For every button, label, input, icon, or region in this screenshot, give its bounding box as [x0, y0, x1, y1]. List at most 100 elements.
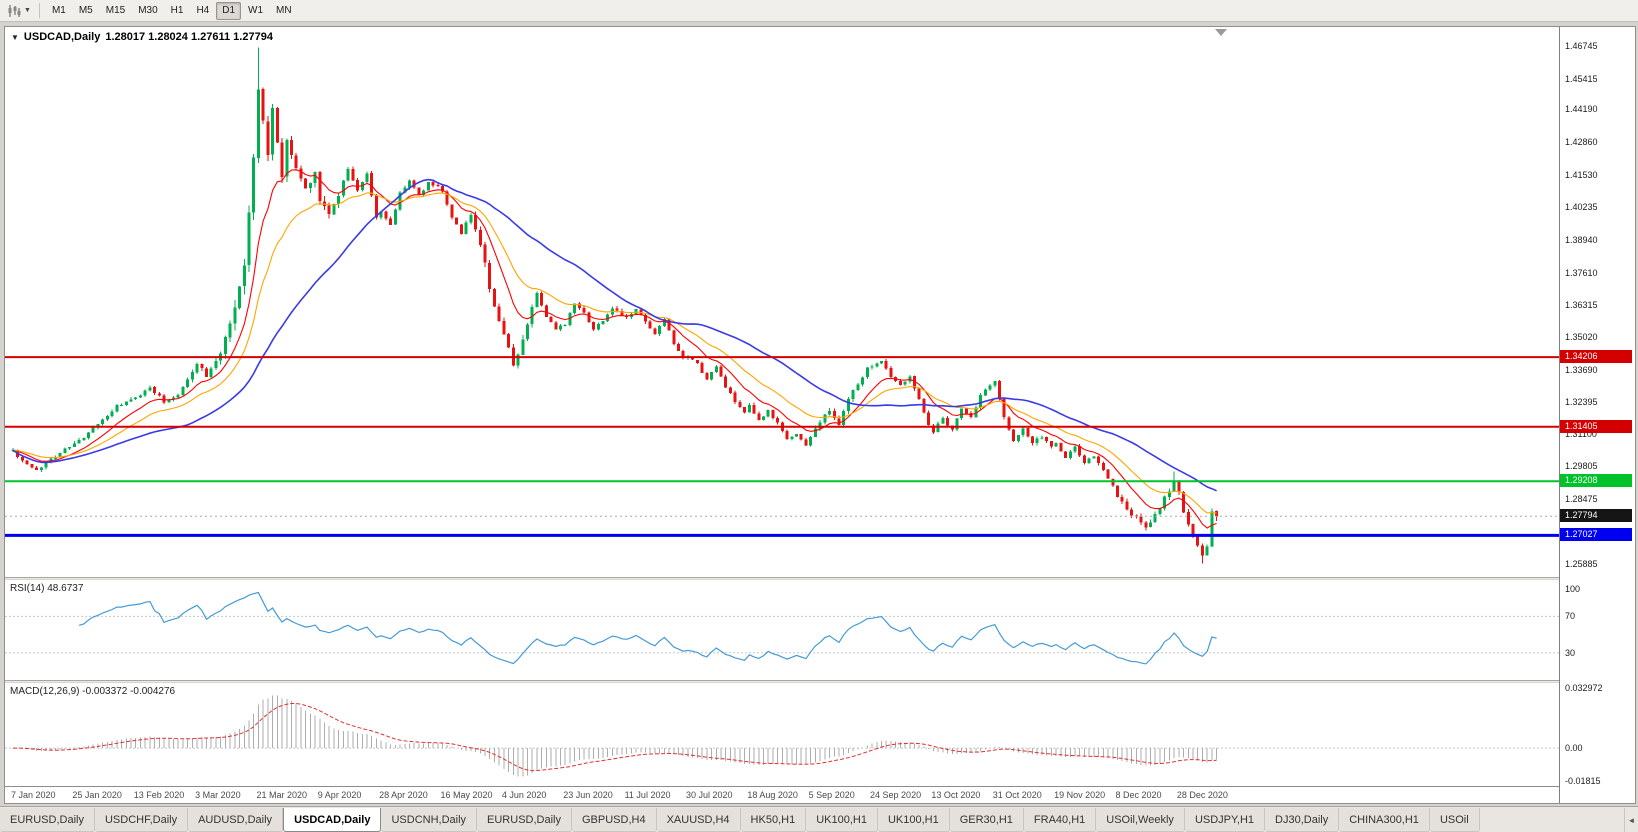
date-label: 16 May 2020 — [440, 790, 493, 800]
chart-tab-eurusd-daily[interactable]: EURUSD,Daily — [477, 808, 572, 832]
chart-tab-audusd-daily[interactable]: AUDUSD,Daily — [188, 808, 284, 832]
chart-tab-fra40-h1[interactable]: FRA40,H1 — [1023, 808, 1097, 832]
chart-tab-hk50-h1[interactable]: HK50,H1 — [740, 808, 807, 832]
timeframe-button-h1[interactable]: H1 — [170, 5, 184, 16]
chart-tab-uk100-h1[interactable]: UK100,H1 — [877, 808, 950, 832]
candle-down — [304, 177, 308, 189]
date-label: 11 Jul 2020 — [624, 790, 671, 800]
macd-axis-label: 0.00 — [1565, 743, 1583, 754]
chart-tab-china300-h1[interactable]: CHINA300,H1 — [1339, 808, 1430, 832]
candle-down — [507, 332, 511, 348]
chart-tab-usdcad-daily[interactable]: USDCAD,Daily — [283, 808, 382, 832]
date-label: 28 Dec 2020 — [1176, 790, 1228, 800]
moving-average-line-10 — [12, 169, 1217, 529]
chart-tab-strip: EURUSD,Daily USDCHF,Daily AUDUSD,Daily USDC… — [0, 807, 1480, 832]
candle-up — [238, 285, 242, 310]
price-axis-label: 1.38940 — [1565, 234, 1598, 245]
candle-up — [842, 409, 846, 429]
candle-down — [1031, 435, 1034, 446]
candle-up — [138, 394, 142, 398]
timeframe-button-m1[interactable]: M1 — [51, 5, 66, 16]
chart-tab-xauusd-h4[interactable]: XAUUSD,H4 — [656, 808, 741, 832]
candle-up — [710, 372, 714, 381]
chart-tab-ger30-h1[interactable]: GER30,H1 — [949, 808, 1024, 832]
timeframe-button-m15[interactable]: M15 — [105, 5, 126, 16]
candle-up — [68, 446, 72, 450]
timeframe-button-w1[interactable]: W1 — [248, 5, 264, 16]
candle-down — [417, 187, 421, 196]
chart-tab-uk100-h1[interactable]: UK100,H1 — [806, 808, 878, 832]
tab-scroll-left-button[interactable]: ◄ — [1624, 808, 1638, 832]
chart-tab-usdchf-daily[interactable]: USDCHF,Daily — [94, 808, 189, 832]
timeframe-button-m5[interactable]: M5 — [78, 5, 93, 16]
candle-down — [1144, 520, 1148, 531]
time-axis[interactable]: 7 Jan 2020 25 Jan 2020 13 Feb 2020 3 Mar 20… — [5, 786, 1635, 803]
candle-down — [889, 366, 893, 379]
candle-up — [271, 103, 275, 161]
candle-up — [1068, 449, 1072, 460]
candle-down — [1064, 451, 1068, 458]
candle-up — [979, 393, 983, 410]
macd-axis-label: 0.032972 — [1565, 683, 1603, 694]
candle-up — [181, 386, 185, 397]
price-chart-panel[interactable] — [5, 27, 1559, 577]
macd-signal-line — [13, 703, 1217, 772]
timeframe-button-m30[interactable]: M30 — [138, 5, 158, 16]
candle-down — [719, 365, 723, 377]
date-label: 9 Apr 2020 — [317, 790, 362, 800]
price-level-badge: 1.29208 — [1560, 474, 1632, 488]
candle-up — [247, 205, 251, 273]
timeframe-button-d1[interactable]: D1 — [216, 1, 242, 20]
chart-shift-marker[interactable] — [1215, 29, 1227, 36]
moving-average-line-20 — [12, 192, 1217, 514]
panel-splitter[interactable] — [5, 680, 1635, 683]
candle-up — [341, 180, 345, 198]
candle-down — [1177, 479, 1181, 495]
candle-down — [757, 411, 761, 421]
timeframe-button-h4[interactable]: H4 — [196, 5, 210, 16]
chart-tab-usdcnh-daily[interactable]: USDCNH,Daily — [381, 808, 478, 832]
chart-tab-gbpusd-h4[interactable]: GBPUSD,H4 — [572, 808, 657, 832]
one-click-trading-icon[interactable]: ▼ — [11, 32, 19, 42]
candle-up — [790, 436, 794, 441]
candle-down — [1097, 455, 1101, 466]
chart-tab-eurusd-daily[interactable]: EURUSD,Daily — [0, 808, 95, 832]
candle-up — [1167, 488, 1171, 501]
candle-up — [880, 360, 883, 364]
candle-up — [606, 313, 610, 323]
candle-up — [526, 323, 529, 342]
price-level-badge: 1.31405 — [1560, 419, 1632, 433]
candle-up — [856, 382, 860, 392]
date-label: 30 Jul 2020 — [685, 790, 733, 800]
candle-up — [809, 436, 813, 447]
candle-up — [658, 324, 662, 336]
candle-down — [1182, 490, 1186, 514]
panel-splitter[interactable] — [5, 577, 1635, 580]
candle-down — [733, 390, 737, 404]
candle-down — [492, 287, 496, 308]
macd-indicator-panel[interactable] — [5, 683, 1559, 786]
candle-up — [228, 320, 232, 342]
candle-down — [280, 137, 284, 183]
rsi-indicator-panel[interactable] — [5, 580, 1559, 680]
timeframe-button-mn[interactable]: MN — [276, 5, 292, 16]
chart-tab-dj30-daily[interactable]: DJ30,Daily — [1265, 808, 1340, 832]
toolbar-separator — [38, 3, 40, 18]
chart-tab-usoil[interactable]: USOil — [1429, 808, 1480, 832]
candle-up — [1035, 436, 1039, 446]
candle-up — [846, 397, 850, 414]
candle-up — [993, 381, 997, 388]
chart-title: ▼ USDCAD,Daily 1.28017 1.28024 1.27611 1… — [11, 31, 273, 43]
chart-type-dropdown-caret[interactable]: ▼ — [24, 7, 31, 14]
candle-up — [365, 171, 369, 184]
candle-up — [1210, 508, 1214, 547]
chart-tab-usoil-weekly[interactable]: USOil,Weekly — [1096, 808, 1185, 832]
price-axis[interactable]: 1.46745 1.45415 1.44190 1.42860 1.41530 1.402… — [1559, 27, 1635, 803]
candle-down — [1101, 461, 1105, 471]
candle-up — [1021, 426, 1025, 437]
candle-up — [214, 357, 218, 371]
chart-type-icon[interactable] — [4, 2, 24, 20]
candle-up — [747, 402, 751, 413]
candle-up — [72, 441, 76, 448]
chart-tab-usdjpy-h1[interactable]: USDJPY,H1 — [1184, 808, 1266, 832]
